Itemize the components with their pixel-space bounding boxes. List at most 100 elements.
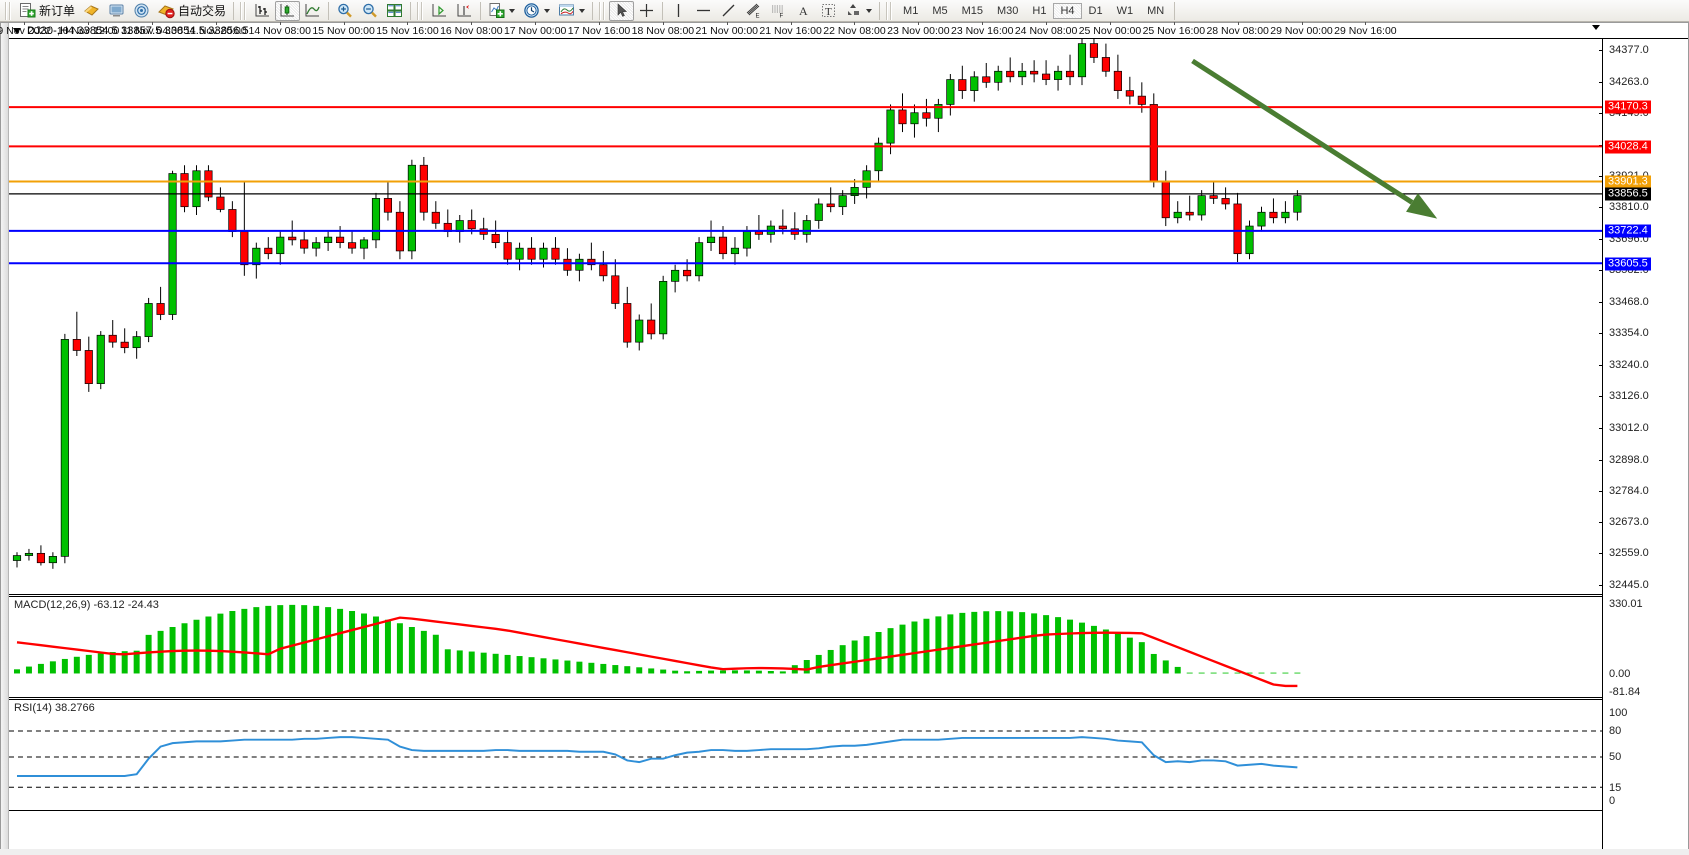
time-axis-label: 25 Nov 00:00	[1078, 25, 1142, 37]
time-axis-tick	[1046, 22, 1048, 25]
text-label-icon: T	[822, 4, 836, 18]
window-bottom-edge	[0, 849, 1689, 855]
zoom-in-icon	[338, 3, 352, 18]
sell-button[interactable]	[79, 1, 104, 21]
zoom-out-icon	[363, 3, 377, 18]
timeframe-m1[interactable]: M1	[903, 4, 919, 17]
timeframe-d1[interactable]: D1	[1088, 4, 1103, 17]
price-axis-tick	[1599, 396, 1603, 398]
drawing-grip[interactable]	[599, 1, 607, 20]
equidistant-channel-button[interactable]: E	[741, 1, 766, 21]
chart-left-gutter[interactable]	[1, 23, 9, 854]
auto-trading-label: 自动交易	[178, 4, 227, 18]
time-axis-label: 21 Nov 16:00	[759, 25, 822, 37]
timeframe-m30[interactable]: M30	[997, 4, 1019, 17]
timeframe-mn[interactable]: MN	[1147, 4, 1165, 17]
signals-button[interactable]	[129, 1, 154, 21]
bar-chart-button[interactable]	[250, 1, 275, 21]
time-axis-label: 24 Nov 08:00	[1014, 25, 1078, 37]
price-level-badge-resistance-1[interactable]: 34170.3	[1605, 100, 1651, 114]
price-axis-tick-label: 33354.0	[1609, 327, 1649, 340]
price-level-badge-pivot[interactable]: 33901.3	[1605, 175, 1651, 189]
templates-chevron-down-icon[interactable]	[579, 8, 586, 13]
period-button[interactable]	[519, 1, 554, 21]
time-axis-label: 21 Nov 00:00	[695, 25, 758, 37]
shapes-button[interactable]	[841, 1, 876, 21]
macd-pane[interactable]: MACD(12,26,9) -63.12 -24.43	[9, 596, 1602, 698]
trendline-button[interactable]	[716, 1, 741, 21]
timeframe-h4[interactable]: H4	[1053, 2, 1082, 19]
crosshair-button[interactable]	[634, 1, 659, 21]
add-indicator-chevron-down-icon[interactable]	[509, 8, 516, 13]
shift-end-button[interactable]	[427, 1, 452, 21]
sell-icon	[84, 5, 99, 16]
toolbar-grip[interactable]	[5, 1, 12, 20]
toolbar-separator-3	[410, 1, 412, 20]
time-axis-label: 22 Nov 08:00	[823, 25, 886, 37]
zoom-out-button[interactable]	[357, 1, 382, 21]
price-axis-tick-label: 33240.0	[1609, 358, 1649, 371]
price-axis-tick	[1599, 491, 1603, 493]
time-axis-label: 15 Nov 16:00	[376, 25, 439, 37]
text-button[interactable]: A	[791, 1, 816, 21]
time-axis-tick	[982, 22, 984, 25]
timeframe-m15[interactable]: M15	[961, 4, 983, 17]
line-chart-button[interactable]	[300, 1, 325, 21]
chart-menu-triangle-icon[interactable]	[13, 27, 21, 34]
auto-scroll-icon	[457, 4, 472, 17]
timeframe-m5[interactable]: M5	[932, 4, 948, 17]
cursor-icon	[617, 3, 628, 17]
stop-trading-icon	[158, 5, 175, 19]
templates-button[interactable]	[554, 1, 589, 21]
price-axis-tick	[1599, 50, 1603, 51]
time-axis-tick	[471, 22, 473, 25]
horizontal-line-button[interactable]	[691, 1, 716, 21]
timeframe-grip[interactable]	[886, 1, 894, 20]
rsi-axis-label: 50	[1609, 751, 1622, 763]
time-axis-tick	[790, 22, 792, 25]
price-axis-tick-label: 32445.0	[1609, 579, 1649, 591]
auto-scroll-button[interactable]	[452, 1, 477, 21]
time-axis-tick	[151, 22, 153, 25]
zoom-in-button[interactable]	[332, 1, 357, 21]
price-axis-tick-label: 33810.0	[1609, 201, 1649, 213]
candlestick-chart-button[interactable]	[275, 0, 301, 21]
price-level-badge-current-price[interactable]: 33856.5	[1605, 187, 1651, 201]
terminal-button[interactable]	[104, 1, 129, 21]
price-level-badge-resistance-2[interactable]: 34028.4	[1605, 140, 1651, 154]
price-level-badge-support-2[interactable]: 33605.5	[1605, 257, 1651, 271]
line-chart-icon	[305, 4, 320, 17]
text-label-button[interactable]: T	[816, 1, 841, 21]
price-pane[interactable]	[9, 39, 1602, 595]
price-axis-tick	[1599, 333, 1603, 335]
price-level-badge-support-1[interactable]: 33722.4	[1605, 224, 1651, 238]
scroll-grip[interactable]	[417, 1, 425, 20]
price-axis-tick-label: 32784.0	[1609, 485, 1649, 498]
stop-trading-button[interactable]: 自动交易	[154, 1, 230, 21]
rsi-pane[interactable]: RSI(14) 38.2766	[9, 699, 1602, 811]
cursor-button[interactable]	[609, 0, 635, 21]
macd-title: MACD(12,26,9) -63.12 -24.43	[14, 599, 159, 611]
time-axis-label: 23 Nov 16:00	[950, 25, 1014, 37]
add-indicator-icon	[489, 3, 505, 18]
shapes-chevron-down-icon[interactable]	[866, 8, 873, 13]
tile-windows-button[interactable]	[382, 1, 407, 21]
vline-icon	[677, 4, 680, 17]
period-chevron-down-icon[interactable]	[544, 8, 551, 13]
price-axis-tick	[1599, 81, 1603, 83]
time-axis-label: 29 Nov 00:00	[1270, 25, 1333, 37]
new-order-button[interactable]: 新订单	[15, 1, 79, 21]
add-indicator-button[interactable]	[484, 1, 519, 21]
vertical-line-button[interactable]	[666, 1, 691, 21]
chart-type-grip[interactable]	[240, 1, 248, 20]
main-toolbar: 新订单	[0, 0, 1689, 22]
time-axis-tick	[1237, 22, 1239, 25]
scroll-collapse-icon[interactable]	[1592, 25, 1600, 30]
timeframe-h1[interactable]: H1	[1032, 4, 1047, 17]
price-axis-tick	[1599, 585, 1603, 586]
timeframe-w1[interactable]: W1	[1116, 4, 1134, 17]
price-axis-tick-label: 32559.0	[1609, 547, 1649, 560]
price-axis[interactable]: 34377.034263.034149.034035.033921.033810…	[1599, 39, 1688, 854]
fibonacci-button[interactable]: F	[766, 1, 791, 21]
time-axis-tick	[662, 22, 664, 25]
